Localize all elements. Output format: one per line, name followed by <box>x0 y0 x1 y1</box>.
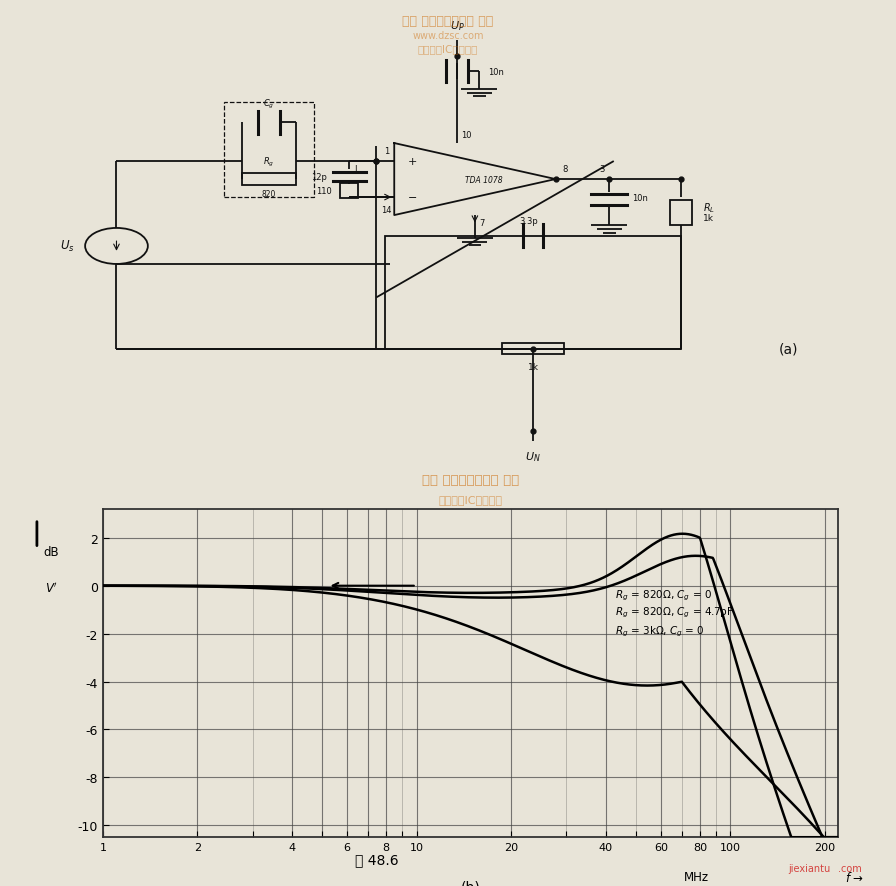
Text: 全球最大IC采购网站: 全球最大IC采购网站 <box>418 43 478 54</box>
Text: 820: 820 <box>262 190 276 199</box>
Text: −: − <box>408 193 417 203</box>
Text: 7: 7 <box>479 219 485 228</box>
Text: 10n: 10n <box>632 193 648 202</box>
Text: $U_N$: $U_N$ <box>525 449 541 463</box>
Text: (a): (a) <box>779 343 798 356</box>
Text: $V'$: $V'$ <box>45 581 58 595</box>
Bar <box>502 344 564 355</box>
Text: $R_g$ = 820Ω, $C_g$ = 4.7pF: $R_g$ = 820Ω, $C_g$ = 4.7pF <box>616 605 734 619</box>
Text: 1: 1 <box>384 147 390 156</box>
Text: (b): (b) <box>461 880 480 886</box>
Text: 图 48.6: 图 48.6 <box>355 852 398 867</box>
Text: TDA 1078: TDA 1078 <box>465 175 503 184</box>
Text: $C_g$: $C_g$ <box>263 97 274 111</box>
Text: 杭州 缝府电子市场网 公司: 杭州 缝府电子市场网 公司 <box>402 15 494 28</box>
Text: $R_g$ = 820Ω, $C_g$ = 0: $R_g$ = 820Ω, $C_g$ = 0 <box>616 588 712 602</box>
Text: I: I <box>354 165 357 174</box>
Text: 8: 8 <box>563 165 568 174</box>
Text: $U_s$: $U_s$ <box>60 239 74 254</box>
Text: 10: 10 <box>461 131 472 140</box>
Text: $U_P$: $U_P$ <box>450 19 464 34</box>
Text: 3: 3 <box>599 165 605 174</box>
Text: 110: 110 <box>315 187 332 196</box>
Bar <box>670 200 693 226</box>
Text: 1k: 1k <box>703 214 714 223</box>
Text: jiexiantu: jiexiantu <box>788 863 831 873</box>
Text: $R_L$: $R_L$ <box>703 201 716 215</box>
Text: MHz: MHz <box>685 870 710 883</box>
Bar <box>340 184 358 198</box>
Text: +: + <box>408 157 417 167</box>
Text: 1k: 1k <box>528 362 538 371</box>
Text: 10n: 10n <box>488 67 504 76</box>
Text: 3.3p: 3.3p <box>520 217 538 226</box>
Text: 14: 14 <box>381 206 392 214</box>
Bar <box>242 175 296 185</box>
Text: 杭州 缝府电子市场网 公司: 杭州 缝府电子市场网 公司 <box>422 473 519 486</box>
Text: www.dzsc.com: www.dzsc.com <box>412 31 484 41</box>
Text: $R_g$ = 3kΩ, $C_g$ = 0: $R_g$ = 3kΩ, $C_g$ = 0 <box>616 625 705 639</box>
Text: 全球最大IC采购网站: 全球最大IC采购网站 <box>438 494 503 504</box>
Text: $f$ →: $f$ → <box>845 870 865 884</box>
Text: 12p: 12p <box>311 173 327 182</box>
Text: $R_g$: $R_g$ <box>263 155 274 168</box>
Text: dB: dB <box>44 546 59 558</box>
Text: .com: .com <box>838 863 862 873</box>
